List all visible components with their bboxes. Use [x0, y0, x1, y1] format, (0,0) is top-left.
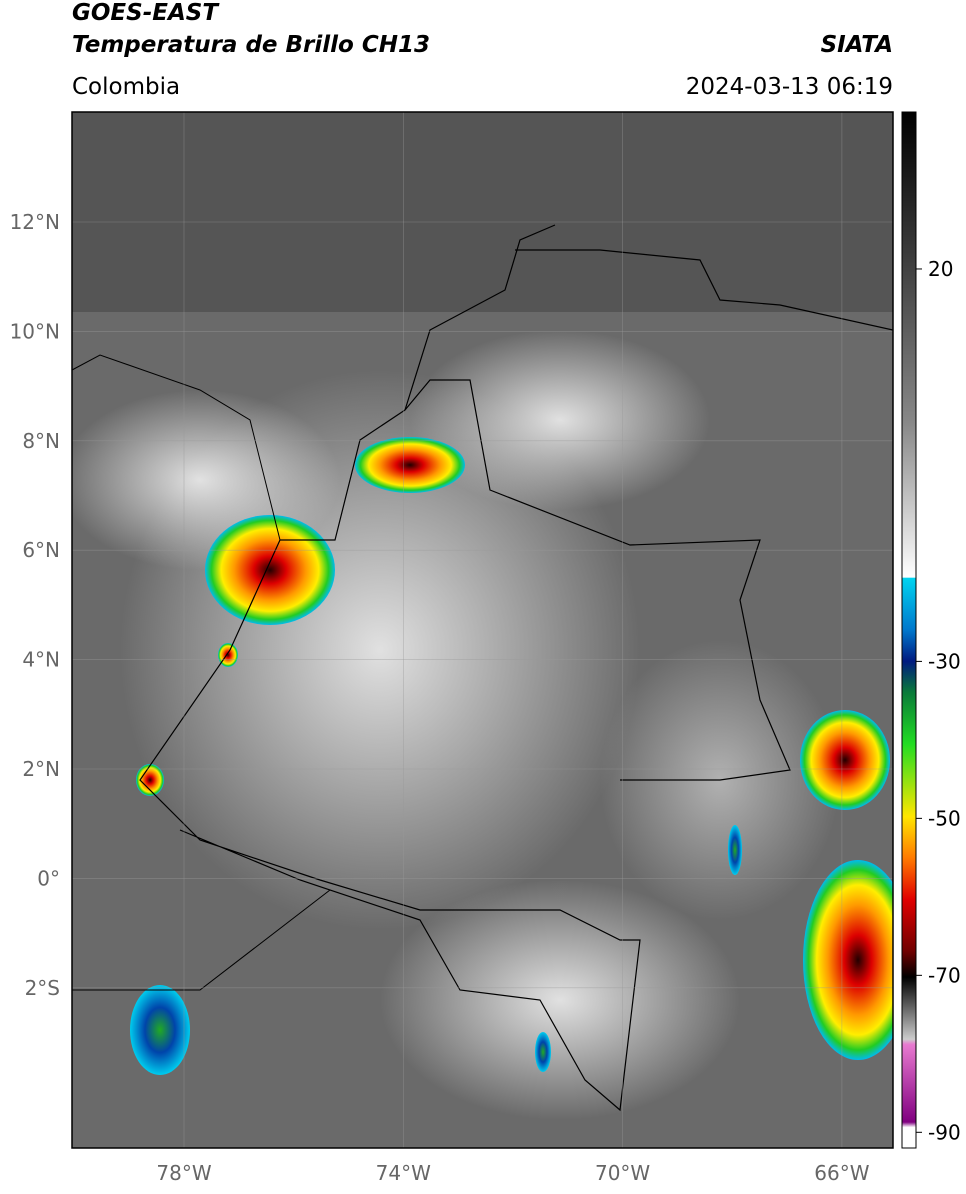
colorbar: [901, 111, 917, 1149]
lat-label: 8°N: [22, 429, 60, 453]
colorbar-label: -90: [928, 1120, 961, 1144]
colorbar-label: -30: [928, 649, 961, 673]
lat-label: 2°S: [25, 976, 60, 1000]
colorbar-label: -50: [928, 806, 961, 830]
lon-label: 74°W: [376, 1161, 431, 1185]
lon-label: 66°W: [814, 1161, 869, 1185]
lat-label: 12°N: [10, 210, 60, 234]
lat-label: 6°N: [22, 538, 60, 562]
colorbar-label: 20: [928, 257, 953, 281]
datetime: 2024-03-13 06:19: [686, 74, 893, 100]
lat-label: 0°: [37, 866, 60, 890]
lat-label: 10°N: [10, 319, 60, 343]
lat-label: 4°N: [22, 648, 60, 672]
graticule: [72, 112, 893, 1148]
colorbar-label: -70: [928, 963, 961, 987]
lon-label: 70°W: [595, 1161, 650, 1185]
subtitle: Temperatura de Brillo CH13: [72, 32, 430, 58]
region: Colombia: [72, 74, 180, 100]
lon-label: 78°W: [156, 1161, 211, 1185]
lat-label: 2°N: [22, 757, 60, 781]
map-frame: [71, 111, 894, 1149]
source: SIATA: [821, 32, 893, 58]
title: GOES-EAST: [72, 0, 220, 26]
satellite-image: [72, 112, 893, 1148]
